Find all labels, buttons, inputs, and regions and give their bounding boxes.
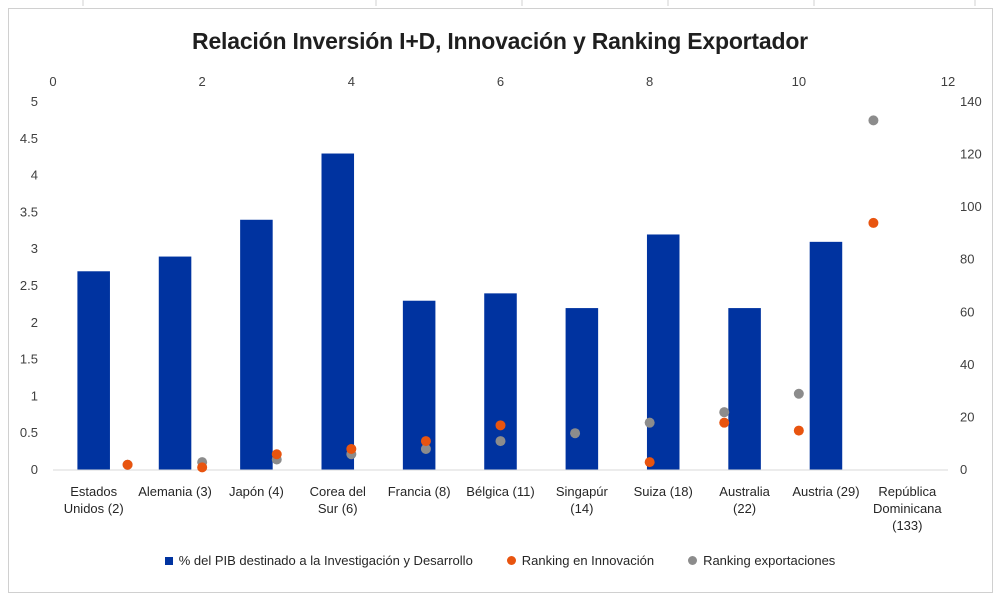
legend-item-innovation: Ranking en Innovación: [506, 553, 655, 568]
x-top-tick-label: 10: [792, 74, 806, 89]
scatter-point: [495, 420, 506, 431]
legend-label: Ranking exportaciones: [703, 553, 836, 568]
y-left-tick-label: 2: [31, 315, 38, 330]
y-right-tick-label: 140: [960, 94, 982, 109]
y-right-tick-label: 80: [960, 252, 974, 267]
y-right-tick-label: 20: [960, 409, 974, 424]
legend-swatch-dot: [688, 556, 698, 565]
axis-labels: 00.511.522.533.544.550204060801001201400…: [20, 74, 982, 533]
scatter-point: [868, 217, 879, 228]
scatter-point: [644, 417, 655, 428]
legend-label: % del PIB destinado a la Investigación y…: [178, 553, 473, 568]
y-right-tick-label: 0: [960, 462, 967, 477]
legend-swatch-bar: [164, 556, 173, 565]
category-label: Singapúr (14): [556, 484, 609, 516]
x-top-tick-label: 6: [497, 74, 504, 89]
y-left-tick-label: 0.5: [20, 425, 38, 440]
scatter-point: [793, 425, 804, 436]
scatter-point: [719, 407, 730, 418]
category-label: Suiza (18): [634, 484, 693, 499]
x-top-tick-label: 12: [941, 74, 955, 89]
category-label: Austria (29): [792, 484, 859, 499]
x-top-tick-label: 0: [49, 74, 56, 89]
scatter-point: [197, 462, 208, 473]
legend-swatch-dot: [506, 556, 516, 565]
y-right-tick-label: 60: [960, 304, 974, 319]
scatter-point: [644, 457, 655, 468]
legend: % del PIB destinado a la Investigación y…: [0, 553, 1000, 568]
bar: [728, 308, 761, 470]
scatter-point: [719, 417, 730, 428]
x-top-tick-label: 2: [199, 74, 206, 89]
legend-label: Ranking en Innovación: [521, 553, 655, 568]
legend-item-exports: Ranking exportaciones: [688, 553, 835, 568]
scatter-point: [495, 436, 506, 447]
category-label: Bélgica (11): [466, 484, 534, 499]
bar: [809, 241, 843, 470]
scatter-point: [420, 443, 431, 454]
category-label: Corea del Sur (6): [310, 484, 366, 516]
bar: [158, 256, 192, 470]
y-left-tick-label: 1.5: [20, 352, 38, 367]
y-right-tick-label: 40: [960, 357, 974, 372]
scatter-point: [271, 449, 282, 460]
y-right-tick-label: 120: [960, 147, 982, 162]
scatter-point: [570, 428, 581, 439]
bar-series: [77, 153, 843, 470]
scatter-point: [122, 459, 133, 470]
y-left-tick-label: 5: [31, 94, 38, 109]
y-left-tick-label: 3: [31, 241, 38, 256]
y-right-tick-label: 100: [960, 199, 982, 214]
scatter-point: [793, 388, 804, 399]
bar: [77, 271, 110, 470]
bar: [402, 300, 436, 470]
x-top-tick-label: 4: [348, 74, 355, 89]
bar: [565, 308, 599, 470]
y-left-tick-label: 3.5: [20, 204, 38, 219]
y-left-tick-label: 0: [31, 462, 38, 477]
chart-title: Relación Inversión I+D, Innovación y Ran…: [192, 28, 808, 54]
y-left-tick-label: 1: [31, 388, 38, 403]
bar: [646, 234, 680, 470]
scatter-point: [420, 436, 431, 447]
category-label: Japón (4): [229, 484, 284, 499]
category-label: Francia (8): [388, 484, 451, 499]
y-left-tick-label: 2.5: [20, 278, 38, 293]
scatter-point: [868, 115, 879, 126]
bar: [321, 153, 355, 470]
x-top-tick-label: 8: [646, 74, 653, 89]
y-left-tick-label: 4.5: [20, 131, 38, 146]
scatter-series: [122, 115, 879, 473]
category-label: Alemania (3): [138, 484, 212, 499]
y-left-tick-label: 4: [31, 168, 38, 183]
category-label: República Dominicana (133): [873, 484, 942, 533]
bar: [240, 219, 273, 470]
top-ruler-ticks: [82, 0, 976, 6]
category-label: Estados Unidos (2): [64, 484, 124, 516]
legend-item-bars: % del PIB destinado a la Investigación y…: [164, 553, 473, 568]
scatter-point: [346, 443, 357, 454]
category-label: Australia (22): [719, 484, 770, 516]
